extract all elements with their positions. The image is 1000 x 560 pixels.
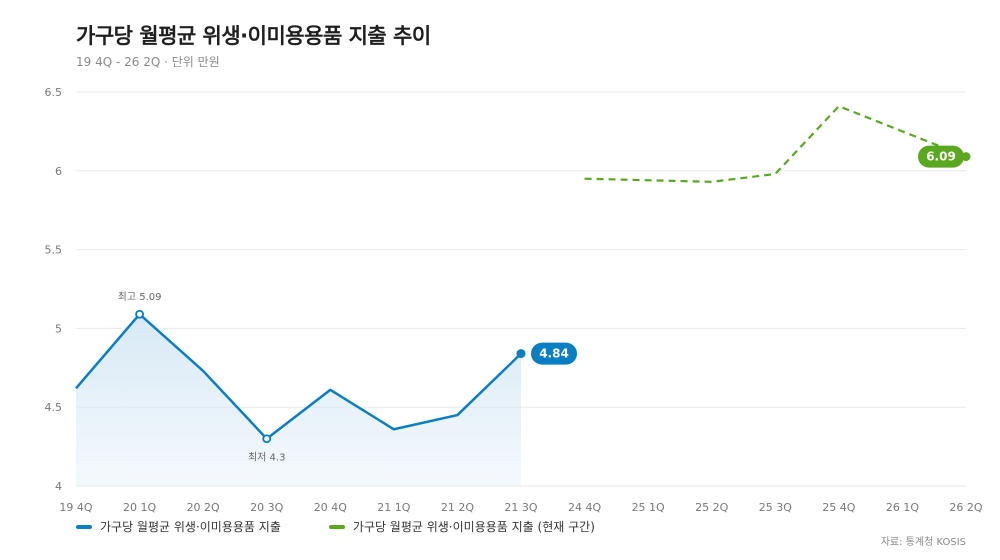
chart-title: 가구당 월평균 위생·이미용용품 지출 추이 xyxy=(76,24,431,48)
legend-swatch-actual xyxy=(76,524,92,529)
end-value-badge xyxy=(918,145,964,168)
annotation-marker xyxy=(135,309,144,319)
x-tick-label: 26 2Q xyxy=(949,501,982,514)
series-line-actual xyxy=(75,312,522,440)
x-tick-label: 26 1Q xyxy=(886,501,919,514)
x-tick-label: 20 4Q xyxy=(314,501,347,514)
source-note: 자료: 통계청 KOSIS xyxy=(880,537,966,548)
legend-item-actual: 가구당 월평균 위생·이미용용품 지출 xyxy=(76,518,281,535)
annotation-label: 최저 4.3 xyxy=(248,452,285,464)
end-value-label: 4.84 xyxy=(539,347,569,361)
y-tick-label: 5 xyxy=(55,322,62,335)
x-tick-label: 25 4Q xyxy=(822,501,855,514)
y-tick-label: 4 xyxy=(55,480,62,493)
y-tick-label: 4.5 xyxy=(45,401,63,414)
x-tick-label: 20 1Q xyxy=(123,501,156,514)
x-tick-label: 25 1Q xyxy=(632,501,665,514)
series-line-current xyxy=(584,105,967,183)
x-tick-label: 25 2Q xyxy=(695,501,728,514)
x-tick-label: 19 4Q xyxy=(59,501,92,514)
legend-label-actual: 가구당 월평균 위생·이미용용품 지출 xyxy=(100,520,281,534)
series-area-actual xyxy=(76,314,521,486)
x-tick-label: 20 3Q xyxy=(250,501,283,514)
x-tick-label: 21 1Q xyxy=(377,501,410,514)
legend-swatch-current xyxy=(328,524,345,529)
end-value-label: 6.09 xyxy=(926,150,956,164)
y-tick-label: 6.5 xyxy=(45,86,63,99)
legend-item-current: 가구당 월평균 위생·이미용용품 지출 (현재 구간) xyxy=(328,518,595,535)
annotation-label: 최고 5.09 xyxy=(118,291,162,303)
x-tick-label: 24 4Q xyxy=(568,501,601,514)
end-point-marker xyxy=(516,349,526,359)
annotation-marker xyxy=(262,434,272,444)
legend: 가구당 월평균 위생·이미용용품 지출 가구당 월평균 위생·이미용용품 지출 … xyxy=(76,518,595,535)
y-tick-label: 5.5 xyxy=(45,244,63,257)
x-tick-label: 21 2Q xyxy=(441,501,474,514)
x-tick-label: 21 3Q xyxy=(504,501,537,514)
x-tick-label: 20 2Q xyxy=(187,501,220,514)
y-tick-label: 6 xyxy=(55,165,62,178)
end-value-badge xyxy=(531,342,577,365)
chart-subtitle: 19 4Q - 26 2Q · 단위 만원 xyxy=(76,55,220,69)
legend-label-current: 가구당 월평균 위생·이미용용품 지출 (현재 구간) xyxy=(352,520,595,534)
x-tick-label: 25 3Q xyxy=(759,501,792,514)
